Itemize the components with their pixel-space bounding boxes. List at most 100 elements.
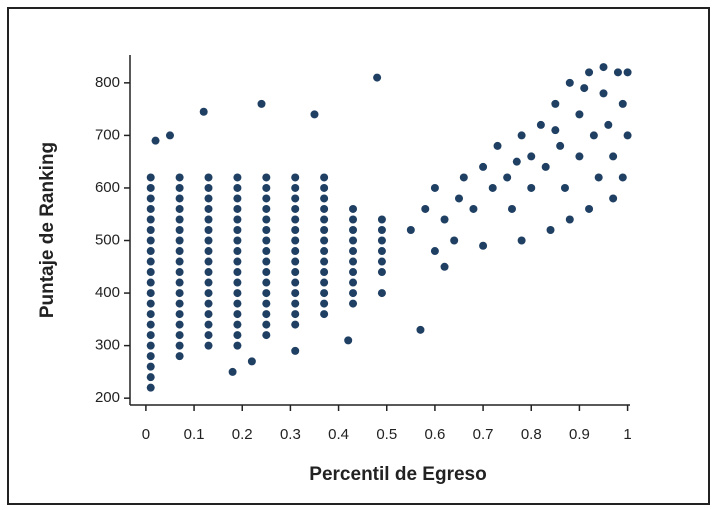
point xyxy=(146,236,155,245)
point xyxy=(349,247,358,256)
x-tick-label: 0.5 xyxy=(376,426,397,443)
point xyxy=(377,268,386,277)
point xyxy=(204,226,213,234)
point xyxy=(320,310,329,319)
point xyxy=(349,204,358,213)
point xyxy=(493,141,502,150)
point xyxy=(613,68,622,77)
point xyxy=(233,257,242,266)
point xyxy=(233,215,242,224)
point xyxy=(291,310,300,319)
point xyxy=(204,236,213,245)
point xyxy=(546,226,555,234)
point xyxy=(320,268,329,277)
point xyxy=(320,257,329,266)
point xyxy=(291,173,300,182)
point xyxy=(421,204,430,213)
point xyxy=(551,99,560,108)
point xyxy=(604,120,613,129)
x-tick-label: 0.8 xyxy=(521,426,542,443)
point xyxy=(199,107,208,116)
point xyxy=(204,194,213,203)
point xyxy=(151,136,160,145)
point xyxy=(320,289,329,298)
point xyxy=(146,226,155,234)
point xyxy=(349,299,358,308)
point xyxy=(488,183,497,192)
point xyxy=(527,183,536,192)
point xyxy=(262,173,271,182)
point xyxy=(233,236,242,245)
point xyxy=(146,320,155,329)
y-tick-label: 200 xyxy=(95,389,120,406)
point xyxy=(146,183,155,192)
y-tick-label: 800 xyxy=(95,74,120,91)
point xyxy=(233,226,242,234)
point xyxy=(146,352,155,361)
point xyxy=(204,310,213,319)
point xyxy=(262,226,271,234)
point xyxy=(349,268,358,277)
point xyxy=(575,110,584,119)
point xyxy=(233,247,242,256)
point xyxy=(233,331,242,340)
point xyxy=(594,173,603,182)
point xyxy=(291,215,300,224)
point xyxy=(560,183,569,192)
point xyxy=(175,226,184,234)
point xyxy=(291,194,300,203)
point xyxy=(585,68,594,77)
point xyxy=(175,183,184,192)
point xyxy=(320,173,329,182)
point xyxy=(175,204,184,213)
point xyxy=(406,226,415,234)
point xyxy=(146,310,155,319)
point xyxy=(146,299,155,308)
point xyxy=(175,289,184,298)
point xyxy=(430,183,439,192)
y-tick-label: 600 xyxy=(95,179,120,196)
point xyxy=(349,226,358,234)
point xyxy=(440,262,449,271)
point xyxy=(146,173,155,182)
point xyxy=(204,215,213,224)
y-axis-label: Puntaje de Ranking xyxy=(37,142,58,318)
point xyxy=(291,320,300,329)
point xyxy=(175,247,184,256)
point xyxy=(175,299,184,308)
point xyxy=(175,352,184,361)
point xyxy=(565,78,574,87)
point xyxy=(507,204,516,213)
point xyxy=(416,325,425,334)
point xyxy=(291,346,300,355)
point xyxy=(175,331,184,340)
point xyxy=(233,289,242,298)
point xyxy=(204,341,213,350)
point xyxy=(291,226,300,234)
point xyxy=(262,320,271,329)
point xyxy=(599,89,608,98)
point xyxy=(344,336,353,345)
point xyxy=(175,278,184,287)
point xyxy=(257,99,266,108)
point xyxy=(146,247,155,256)
point xyxy=(430,247,439,256)
point xyxy=(609,194,618,203)
point xyxy=(517,131,526,140)
point xyxy=(175,257,184,266)
point xyxy=(233,194,242,203)
point xyxy=(349,236,358,245)
point xyxy=(349,278,358,287)
point xyxy=(204,204,213,213)
point xyxy=(618,173,627,182)
point xyxy=(175,268,184,277)
point xyxy=(262,247,271,256)
point xyxy=(262,310,271,319)
point xyxy=(146,362,155,371)
point xyxy=(589,131,598,140)
point xyxy=(291,183,300,192)
point xyxy=(377,236,386,245)
point xyxy=(175,236,184,245)
point xyxy=(146,268,155,277)
point xyxy=(459,173,468,182)
